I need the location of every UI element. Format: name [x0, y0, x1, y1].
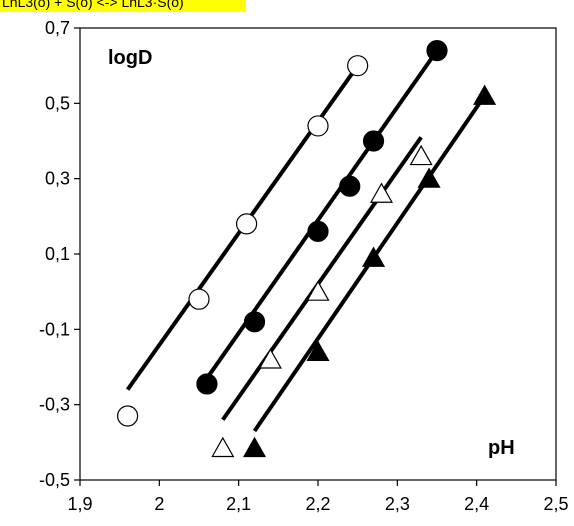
series-2-point: [426, 39, 448, 62]
series-4-point: [417, 167, 441, 188]
y-tick-label: 0,7: [45, 18, 70, 38]
series-4-point: [243, 436, 267, 458]
data-points: [116, 39, 497, 458]
header-highlight: LnL3(o) + S(o) <-> LnL3·S(o): [0, 0, 246, 12]
series-3-point: [409, 144, 433, 166]
series-3-point: [211, 436, 235, 458]
series-2-point: [307, 220, 329, 242]
series-2-point: [196, 373, 218, 395]
x-tick-label: 2: [154, 494, 164, 514]
series-3-point: [258, 348, 282, 369]
series-3-point: [306, 280, 330, 301]
y-tick-label: -0,1: [39, 319, 70, 339]
x-tick-label: 2,5: [543, 494, 568, 514]
x-tick-label: 2,3: [385, 494, 410, 514]
fit-lines: [125, 49, 487, 433]
x-tick-label: 1,9: [67, 494, 92, 514]
series-1-point: [347, 55, 369, 77]
tick-labels: -0,5 -0,3 -0,1 0,1 0,3 0,5 0,7 1,9 2 2,1 2,2 2,3 2,4…: [39, 18, 569, 514]
series-2-point: [339, 175, 361, 197]
x-axis-label: pH: [488, 437, 515, 459]
y-tick-label: 0,3: [45, 169, 70, 189]
series-2-point: [243, 311, 266, 333]
x-tick-label: 2,1: [226, 494, 251, 514]
y-tick-label: -0,5: [39, 470, 70, 490]
series-1-point: [188, 288, 210, 310]
axes: [74, 27, 557, 486]
y-axis-label: logD: [108, 47, 152, 69]
series-1-point: [116, 405, 139, 427]
x-tick-label: 2,2: [305, 494, 330, 514]
y-tick-label: 0,5: [45, 93, 70, 113]
series-4-point: [362, 246, 386, 267]
x-tick-label: 2,4: [464, 494, 489, 514]
series-1-point: [236, 213, 258, 235]
series-4-point: [473, 84, 497, 105]
series-4-point: [306, 340, 330, 362]
fit-line-3: [221, 136, 423, 421]
y-tick-label: 0,1: [45, 244, 70, 264]
header-text: LnL3(o) + S(o) <-> LnL3·S(o): [2, 0, 184, 10]
series-3-point: [369, 182, 393, 203]
series-2-point: [362, 130, 385, 152]
y-tick-label: -0,3: [39, 395, 70, 415]
series-1-point: [307, 115, 329, 137]
